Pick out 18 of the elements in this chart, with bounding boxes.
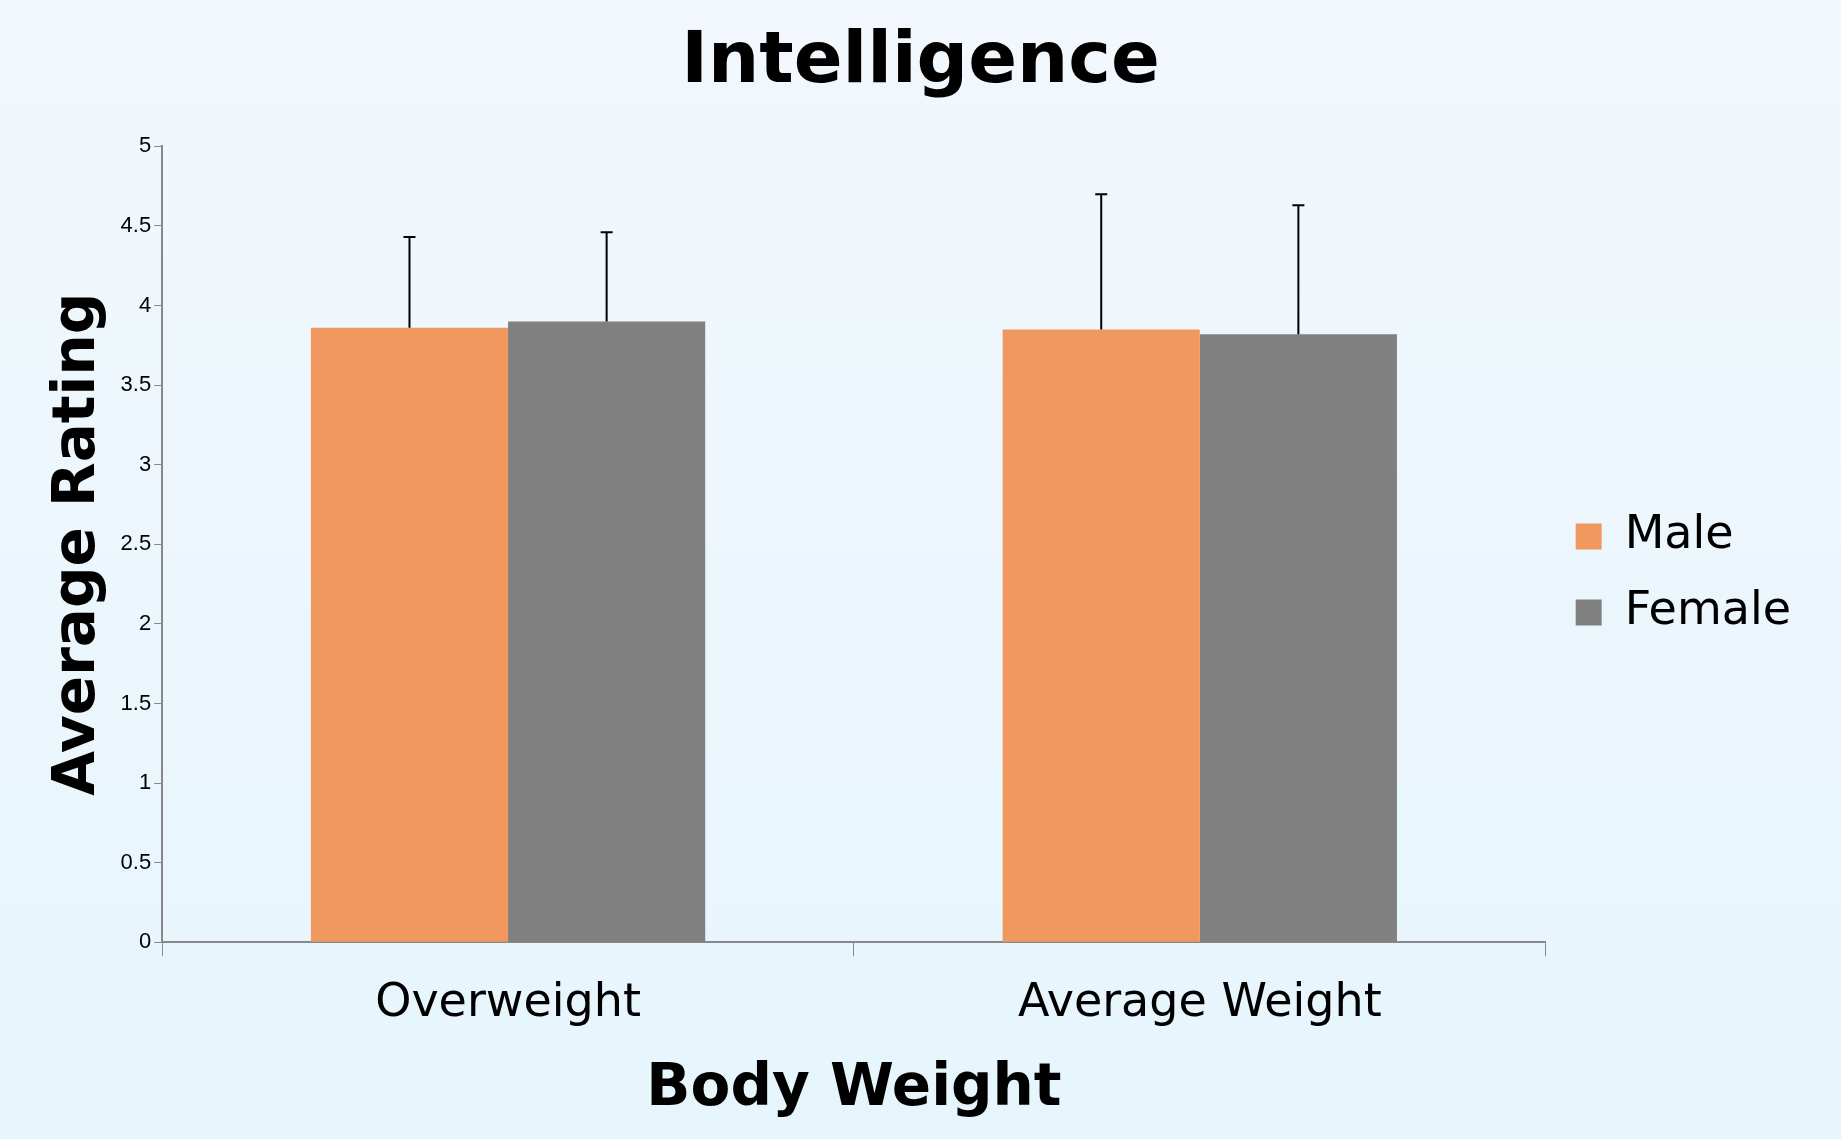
legend-label: Female	[1624, 581, 1791, 636]
legend-label: Male	[1624, 505, 1734, 560]
y-axis-title: Average Rating	[39, 292, 108, 796]
y-tick-label: 3	[138, 450, 152, 476]
y-tick-label: 3.5	[120, 371, 152, 397]
y-tick-label: 2.5	[120, 530, 152, 556]
y-tick-label: 1	[138, 769, 152, 795]
x-axis-title: Body Weight	[646, 1051, 1062, 1120]
chart-title: Intelligence	[681, 14, 1160, 99]
y-tick-label: 4.5	[120, 212, 152, 238]
x-tick-label: Average Weight	[1017, 972, 1382, 1027]
y-tick-label: 4	[138, 291, 152, 317]
y-tick-label: 5	[138, 132, 152, 158]
y-tick-label: 0	[138, 928, 152, 954]
x-tick-label: Overweight	[375, 972, 641, 1027]
y-tick-label: 2	[138, 609, 152, 635]
y-tick-label: 0.5	[120, 848, 152, 874]
y-tick-label: 1.5	[120, 689, 152, 715]
